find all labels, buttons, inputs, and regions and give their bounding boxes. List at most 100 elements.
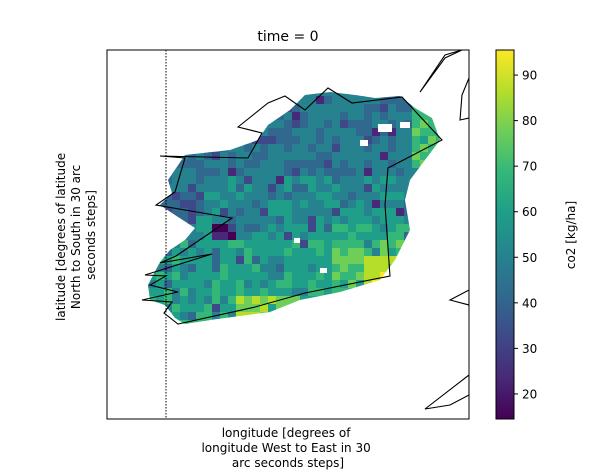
heatmap-cell [340,224,349,233]
heatmap-cell [340,112,349,121]
heatmap-cell [204,184,213,193]
heatmap-cell [372,168,381,177]
heatmap-cell [284,288,293,297]
heatmap-cell [404,112,413,121]
heatmap-cell [188,160,197,169]
heatmap-cell [180,192,189,201]
heatmap-cell [412,152,421,161]
heatmap-cell [316,176,325,185]
heatmap-cell [196,160,205,169]
heatmap-cell [436,136,440,145]
heatmap-cell [276,208,285,217]
heatmap-cell [292,104,301,113]
heatmap-cell [172,280,181,289]
heatmap-cell [372,232,381,241]
heatmap-cell [212,280,221,289]
heatmap-cell [228,168,237,177]
heatmap-cell [308,144,317,153]
heatmap-cell [228,264,237,273]
heatmap-cell [348,264,357,273]
heatmap-cell [204,240,213,249]
heatmap-cell [372,208,381,217]
heatmap-cell [236,152,245,161]
heatmap-cell [212,240,221,249]
heatmap-cell [196,256,205,265]
heatmap-cell [292,168,301,177]
heatmap-cell [380,200,389,209]
heatmap-cell [356,232,365,241]
heatmap-cell [268,160,277,169]
heatmap-cell [212,248,221,257]
heatmap-cell [228,280,237,289]
heatmap-cell [356,240,365,249]
heatmap-cell [268,264,277,273]
heatmap-cell [332,216,341,225]
heatmap-cell [212,272,221,281]
heatmap-cell [308,136,317,145]
heatmap-cell [300,280,309,289]
heatmap-cell [252,296,261,305]
heatmap-cell [252,224,261,233]
heatmap-cell [284,136,293,145]
heatmap-cell [236,216,245,225]
heatmap-cell [364,160,373,169]
heatmap-cell [268,176,277,185]
boundary-lines [141,50,469,410]
heatmap-cell [340,240,349,249]
heatmap-cell [316,256,325,265]
heatmap-gap [294,238,300,243]
heatmap-cell [268,288,277,297]
heatmap-cell [412,128,421,137]
heatmap-cell [268,152,277,161]
heatmap-cell [172,312,181,321]
colorbar-tick-label: 90 [522,69,537,83]
heatmap-cell [324,104,333,113]
heatmap-cell [348,272,357,281]
heatmap-cell [196,272,205,281]
heatmap-cell [196,288,205,297]
heatmap-cell [388,136,397,145]
heatmap-cell [404,128,413,137]
heatmap-cell [324,168,333,177]
heatmap-cell [332,120,341,129]
heatmap-cell [276,152,285,161]
heatmap-cell [284,208,293,217]
heatmap-cell [380,216,389,225]
heatmap-cell [348,96,357,105]
heatmap-cell [204,312,213,321]
heatmap-cell [260,184,269,193]
heatmap-cell [260,280,269,289]
heatmap-cell [164,264,173,273]
heatmap-cell [236,264,245,273]
heatmap-cell [348,112,357,121]
heatmap-cell [260,240,269,249]
heatmap-cell [308,264,317,273]
heatmap-cell [332,232,341,241]
heatmap-cell [268,192,277,201]
heatmap-cell [284,144,293,153]
heatmap-cell [380,240,389,249]
heatmap-cell [292,240,301,249]
heatmap-cell [252,272,261,281]
x-axis-label-line-1: longitude [degrees of [222,426,352,440]
heatmap-cell [396,200,405,209]
heatmap-cell [356,120,365,129]
heatmap-cell [364,200,373,209]
heatmap-cell [268,136,277,145]
x-axis-label-line-3: arc seconds steps] [232,456,344,470]
heatmap-cell [244,200,253,209]
heatmap-cell [268,144,277,153]
heatmap-cell [340,96,349,105]
heatmap-cell [340,160,349,169]
heatmap-cell [364,112,373,121]
heatmap-cell [164,272,173,281]
plot-area [106,49,470,420]
heatmap-cell [236,304,245,313]
heatmap-cell [244,152,253,161]
heatmap-cell [316,224,325,233]
heatmap-cell [228,272,237,281]
heatmap-cell [204,264,213,273]
heatmap-cell [260,152,269,161]
heatmap-cell [388,160,397,169]
heatmap-cell [252,232,261,241]
